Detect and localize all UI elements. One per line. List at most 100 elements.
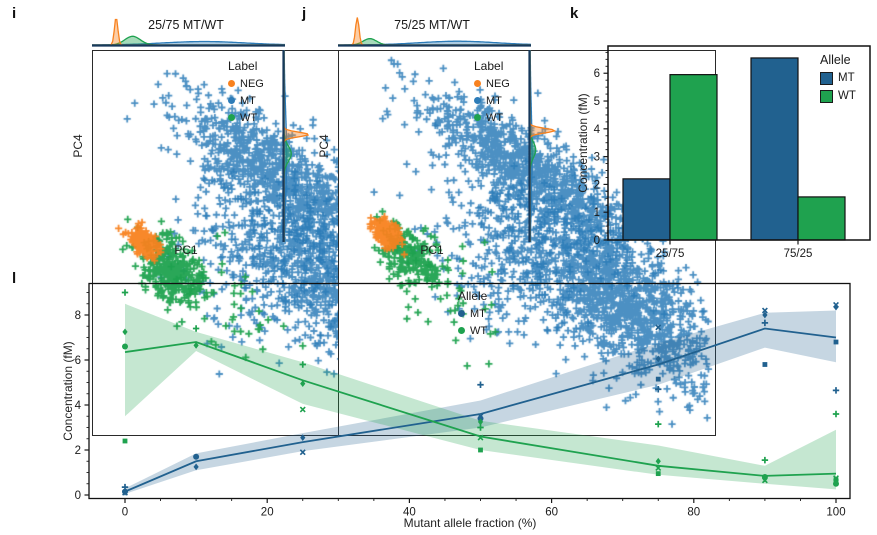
x-tick-label: 40 — [403, 507, 416, 519]
bar-wt-75-25 — [797, 196, 846, 241]
legend-item-mt: MT — [820, 69, 856, 87]
panel-l-legend-title: Allele — [458, 289, 488, 303]
bar-wt-25-75 — [669, 74, 718, 241]
legend-label: WT — [486, 111, 504, 124]
legend-item-neg: NEG — [474, 75, 510, 92]
panel-j-ylabel: PC4 — [317, 134, 331, 158]
wt-point-circle — [833, 480, 839, 487]
bar-mt-75-25 — [750, 57, 799, 241]
mt-point-plus — [655, 386, 662, 393]
legend-item-wt: WT — [820, 87, 856, 105]
panel-j-scatter-canvas — [338, 50, 716, 436]
panel-j-legend: Label NEG MT WT — [474, 58, 510, 126]
legend-label: MT — [838, 72, 855, 84]
legend-label: WT — [470, 324, 488, 337]
mt-point-x — [299, 449, 306, 456]
legend-label: MT — [486, 94, 502, 107]
wt-point-x — [477, 434, 484, 441]
panel-i-right-marginal — [282, 50, 310, 242]
wt-point-x — [655, 465, 662, 471]
wt-point-plus — [761, 456, 769, 464]
mt-square-icon — [820, 71, 833, 85]
wt-dot-icon — [474, 114, 481, 121]
legend-label: NEG — [240, 77, 264, 90]
wt-point-diamond — [300, 380, 306, 388]
wt-dot-icon — [458, 327, 465, 334]
x-tick-label: 0 — [122, 507, 128, 519]
panel-i-top-marginal — [92, 18, 285, 47]
y-tick-label: 4 — [75, 400, 82, 412]
x-tick-label: 80 — [687, 507, 700, 519]
mt-point-diamond — [122, 488, 128, 496]
mt-dot-icon — [474, 97, 481, 104]
mt-point-square — [762, 362, 768, 367]
legend-item-mt: MT — [474, 92, 510, 109]
x-tick-label: 75/25 — [784, 248, 813, 260]
legend-label: MT — [470, 307, 486, 320]
legend-label: WT — [838, 90, 856, 102]
x-tick-label: 100 — [826, 507, 845, 519]
wt-point-plus — [477, 424, 484, 431]
y-tick-label: 2 — [75, 445, 81, 457]
y-tick-label: 6 — [594, 68, 600, 80]
panel-i-title: 25/75 MT/WT — [148, 18, 224, 32]
wt-point-square — [122, 438, 128, 444]
wt-point-plus — [832, 410, 840, 418]
y-tick-label: 2 — [594, 179, 600, 191]
y-tick-label: 0 — [75, 490, 81, 502]
mt-point-x — [655, 324, 662, 331]
mt-point-square — [655, 376, 661, 382]
mt-point-plus — [761, 319, 769, 327]
marginal-density-wt — [92, 36, 285, 45]
panel-j-xlabel: PC1 — [420, 243, 444, 257]
wt-point-circle — [122, 343, 128, 350]
wt-dot-icon — [228, 114, 235, 121]
x-tick-label: 60 — [545, 507, 558, 519]
panel-k-legend-title: Allele — [820, 53, 851, 67]
legend-item-mt: MT — [228, 92, 264, 109]
plot-frame — [607, 45, 871, 241]
marginal-density-wt — [530, 50, 536, 242]
wt-point-square — [833, 477, 839, 483]
wt-point-square — [655, 471, 661, 477]
panel-letter-i: i — [12, 5, 17, 22]
panel-i-legend-title: Label — [228, 59, 258, 73]
panel-k-legend: Allele MT WT — [820, 52, 856, 105]
neg-dot-icon — [474, 80, 481, 87]
mt-point-x — [761, 307, 768, 314]
panel-i-legend: Label NEG MT WT — [228, 58, 264, 126]
wt-point-diamond — [762, 475, 768, 483]
mt-point-plus — [477, 381, 484, 388]
legend-label: WT — [240, 111, 258, 124]
legend-label: NEG — [486, 77, 510, 90]
panel-l-xlabel: Mutant allele fraction (%) — [403, 516, 537, 530]
y-tick-label: 1 — [594, 207, 600, 219]
mt-mean-line — [124, 327, 837, 493]
y-tick-label: 4 — [594, 124, 601, 136]
mt-dot-icon — [228, 97, 235, 104]
wt-square-icon — [820, 89, 833, 103]
legend-item-wt: WT — [228, 109, 264, 126]
legend-item-mt: MT — [458, 305, 487, 322]
panel-i-ylabel: PC4 — [71, 134, 85, 158]
wt-confidence-band — [125, 303, 836, 490]
panel-l-ylabel: Concentration (fM) — [61, 341, 75, 441]
wt-point-plus — [192, 325, 200, 332]
mt-point-square — [833, 339, 839, 345]
legend-item-neg: NEG — [228, 75, 264, 92]
legend-label: MT — [240, 94, 256, 107]
panel-j-top-marginal — [338, 17, 531, 47]
panel-letter-j: j — [302, 5, 307, 22]
panel-l-legend: Allele MT WT — [458, 288, 487, 339]
mt-point-diamond — [300, 434, 306, 442]
mt-point-diamond — [833, 303, 839, 311]
marginal-density-wt — [284, 50, 292, 242]
panel-j-legend-title: Label — [474, 59, 504, 73]
wt-point-diamond — [477, 418, 484, 426]
y-tick-label: 3 — [594, 152, 600, 164]
panel-letter-l: l — [12, 270, 17, 287]
neg-dot-icon — [228, 80, 235, 87]
panel-l-line-chart: 0 20 40 60 80 100 0 2 4 6 8 — [75, 282, 851, 519]
legend-item-wt: WT — [458, 322, 487, 339]
